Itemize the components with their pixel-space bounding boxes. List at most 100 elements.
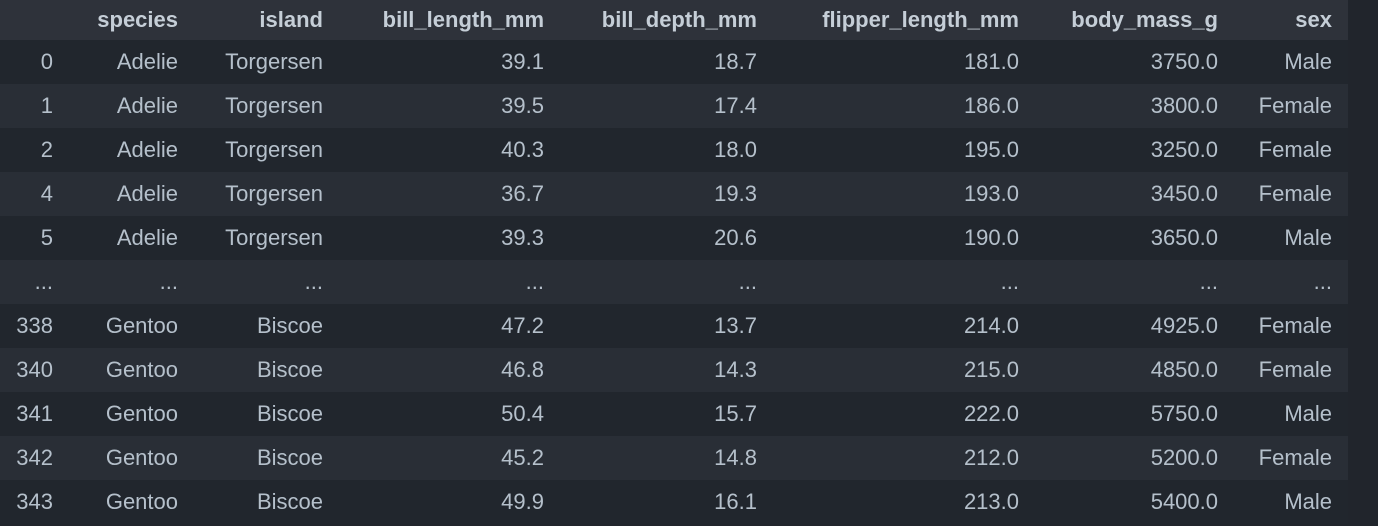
row-index: 343 [16, 489, 53, 514]
column-header: species [97, 7, 178, 32]
table-cell: ... [1313, 269, 1332, 294]
table-cell: 3450.0 [1150, 181, 1218, 206]
row-index: 338 [16, 313, 53, 338]
table-row: 0 Adelie Torgersen 39.1 18.7 181.0 3750.0 Male [0, 40, 1348, 84]
table-cell: ... [525, 269, 544, 294]
table-cell: 39.3 [501, 225, 544, 250]
table-cell: ... [304, 269, 323, 294]
table-cell: Torgersen [225, 225, 323, 250]
table-cell: 213.0 [963, 489, 1019, 514]
table-cell: Male [1284, 401, 1332, 426]
table-cell: Torgersen [225, 93, 323, 118]
table-cell: Female [1258, 181, 1332, 206]
table-cell: Adelie [116, 137, 178, 162]
table-cell: 14.8 [714, 445, 757, 470]
table-cell: 39.5 [501, 93, 544, 118]
table-cell: 181.0 [963, 49, 1019, 74]
table-cell: Biscoe [256, 313, 323, 338]
table-cell: Adelie [116, 225, 178, 250]
column-header: bill_length_mm [382, 7, 544, 32]
column-header: island [259, 7, 323, 32]
table-cell: ... [1199, 269, 1218, 294]
table-cell: 186.0 [963, 93, 1019, 118]
header-row: species island bill_length_mm bill_depth_mm… [0, 0, 1348, 40]
table-cell: 18.0 [714, 137, 757, 162]
table-cell: Female [1258, 445, 1332, 470]
column-header: flipper_length_mm [822, 7, 1019, 32]
table-cell: Biscoe [256, 357, 323, 382]
table-row: 340 Gentoo Biscoe 46.8 14.3 215.0 4850.0 Female [0, 348, 1348, 392]
row-index: 1 [40, 93, 53, 118]
table-cell: Biscoe [256, 401, 323, 426]
table-cell: Torgersen [225, 181, 323, 206]
table-cell: 5200.0 [1150, 445, 1218, 470]
table-cell: Female [1258, 93, 1332, 118]
index-header [0, 0, 69, 40]
table-row: 1 Adelie Torgersen 39.5 17.4 186.0 3800.0 Femal… [0, 84, 1348, 128]
table-cell: 212.0 [963, 445, 1019, 470]
table-cell: Adelie [116, 181, 178, 206]
table-cell: Female [1258, 313, 1332, 338]
table-cell: Female [1258, 137, 1332, 162]
table-cell: 49.9 [501, 489, 544, 514]
table-cell: 193.0 [963, 181, 1019, 206]
table-cell: ... [159, 269, 178, 294]
table-cell: ... [1000, 269, 1019, 294]
table-cell: 3250.0 [1150, 137, 1218, 162]
table-cell: 4850.0 [1150, 357, 1218, 382]
dataframe-table: species island bill_length_mm bill_depth_mm… [0, 0, 1348, 514]
table-cell: Adelie [116, 49, 178, 74]
table-cell: 13.7 [714, 313, 757, 338]
table-cell: Female [1258, 357, 1332, 382]
table-cell: ... [738, 269, 757, 294]
table-row: ........................ [0, 260, 1348, 304]
table-cell: Gentoo [105, 401, 178, 426]
table-cell: 5750.0 [1150, 401, 1218, 426]
table-cell: 222.0 [963, 401, 1019, 426]
row-index: 4 [40, 181, 53, 206]
table-cell: Gentoo [105, 313, 178, 338]
table-cell: 40.3 [501, 137, 544, 162]
table-cell: 190.0 [963, 225, 1019, 250]
table-cell: 36.7 [501, 181, 544, 206]
table-cell: 3650.0 [1150, 225, 1218, 250]
table-cell: Male [1284, 49, 1332, 74]
table-row: 338 Gentoo Biscoe 47.2 13.7 214.0 4925.0 Female [0, 304, 1348, 348]
table-cell: 14.3 [714, 357, 757, 382]
table-cell: 214.0 [963, 313, 1019, 338]
table-cell: 19.3 [714, 181, 757, 206]
row-index: 342 [16, 445, 53, 470]
table-cell: Torgersen [225, 49, 323, 74]
table-cell: Gentoo [105, 445, 178, 470]
table-cell: Gentoo [105, 357, 178, 382]
table-cell: Male [1284, 489, 1332, 514]
table-cell: Adelie [116, 93, 178, 118]
table-row: 341 Gentoo Biscoe 50.4 15.7 222.0 5750.0 Male [0, 392, 1348, 436]
table-row: 4 Adelie Torgersen 36.7 19.3 193.0 3450.0 Femal… [0, 172, 1348, 216]
table-cell: 46.8 [501, 357, 544, 382]
table-row: 2 Adelie Torgersen 40.3 18.0 195.0 3250.0 Femal… [0, 128, 1348, 172]
column-header: body_mass_g [1071, 7, 1218, 32]
row-index: 5 [40, 225, 53, 250]
table-row: 342 Gentoo Biscoe 45.2 14.8 212.0 5200.0 Female [0, 436, 1348, 480]
table-cell: 3750.0 [1150, 49, 1218, 74]
table-cell: Biscoe [256, 489, 323, 514]
table-cell: Biscoe [256, 445, 323, 470]
row-index: ... [34, 269, 53, 294]
table-cell: Male [1284, 225, 1332, 250]
row-index: 0 [40, 49, 53, 74]
row-index: 341 [16, 401, 53, 426]
table-cell: Torgersen [225, 137, 323, 162]
table-cell: 18.7 [714, 49, 757, 74]
table-cell: 16.1 [714, 489, 757, 514]
table-cell: 5400.0 [1150, 489, 1218, 514]
table-cell: 39.1 [501, 49, 544, 74]
table-cell: Gentoo [105, 489, 178, 514]
table-cell: 215.0 [963, 357, 1019, 382]
column-header: bill_depth_mm [601, 7, 757, 32]
column-header: sex [1295, 7, 1332, 32]
table-cell: 50.4 [501, 401, 544, 426]
table-cell: 45.2 [501, 445, 544, 470]
table-cell: 20.6 [714, 225, 757, 250]
table-cell: 4925.0 [1150, 313, 1218, 338]
